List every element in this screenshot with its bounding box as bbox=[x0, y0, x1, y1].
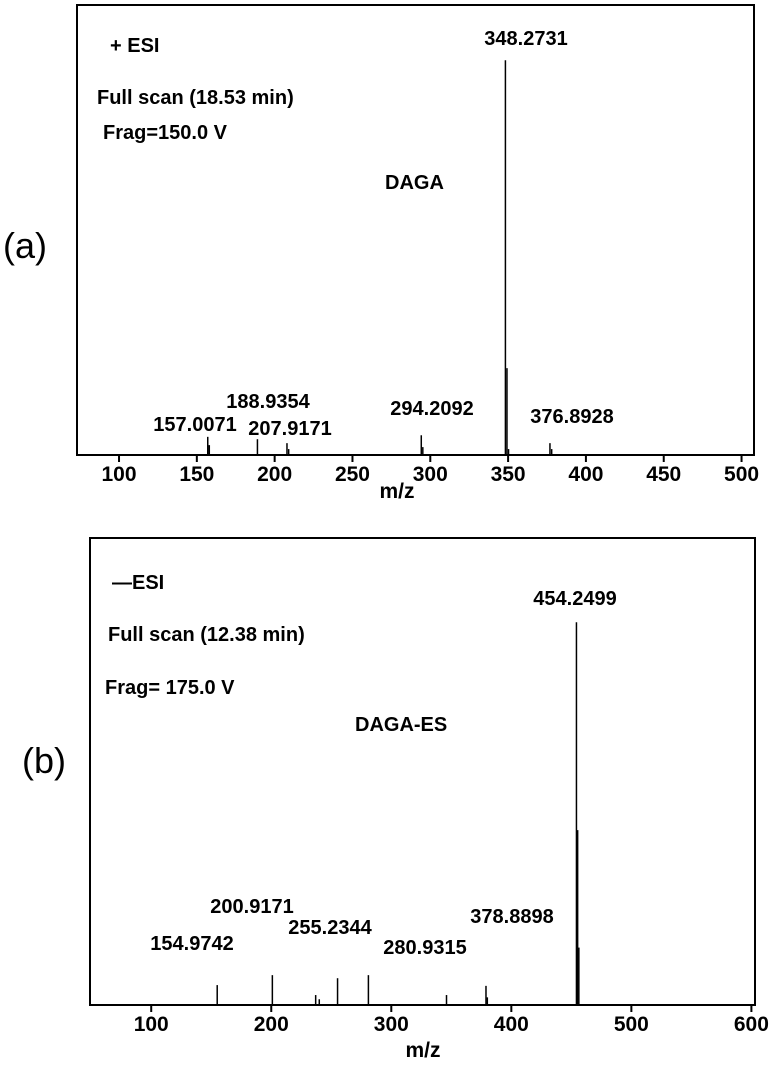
annotation: —ESI bbox=[112, 572, 164, 594]
peak-label: 348.2731 bbox=[484, 28, 567, 50]
x-tick-label: 150 bbox=[179, 463, 214, 486]
x-tick-label: 200 bbox=[257, 463, 292, 486]
x-tick-label: 500 bbox=[724, 463, 759, 486]
plot-frame bbox=[89, 537, 756, 1006]
x-tick-label: 400 bbox=[568, 463, 603, 486]
peak-label: 280.9315 bbox=[383, 937, 466, 959]
annotation: DAGA-ES bbox=[355, 714, 447, 736]
x-tick-label: 200 bbox=[254, 1013, 289, 1036]
peak-label: 188.9354 bbox=[226, 391, 310, 413]
peak-label: 294.2092 bbox=[390, 398, 473, 420]
peak-label: 378.8898 bbox=[470, 906, 553, 928]
peak-label: 200.9171 bbox=[210, 896, 293, 918]
annotation: + ESI bbox=[110, 35, 159, 57]
x-tick-label: 600 bbox=[734, 1013, 769, 1036]
x-tick-label: 500 bbox=[614, 1013, 649, 1036]
annotation: Full scan (18.53 min) bbox=[97, 87, 294, 109]
x-tick-label: 100 bbox=[101, 463, 136, 486]
peak-label: 376.8928 bbox=[530, 406, 613, 428]
peak-label: 454.2499 bbox=[533, 588, 616, 610]
annotation: Frag=150.0 V bbox=[103, 122, 228, 144]
x-tick-label: 300 bbox=[374, 1013, 409, 1036]
peak-label: 154.9742 bbox=[150, 933, 233, 955]
x-axis-label: m/z bbox=[405, 1039, 440, 1062]
x-tick-label: 450 bbox=[646, 463, 681, 486]
x-tick-label: 250 bbox=[335, 463, 370, 486]
x-tick-label: 350 bbox=[491, 463, 526, 486]
x-tick-label: 100 bbox=[134, 1013, 169, 1036]
panel-label: (b) bbox=[22, 740, 66, 781]
peak-label: 255.2344 bbox=[288, 917, 372, 939]
plot-frame bbox=[76, 4, 755, 456]
x-tick-label: 300 bbox=[413, 463, 448, 486]
peak-label: 157.0071 bbox=[153, 414, 236, 436]
x-tick-label: 400 bbox=[494, 1013, 529, 1036]
annotation: Full scan (12.38 min) bbox=[108, 624, 305, 646]
annotation: DAGA bbox=[385, 172, 444, 194]
annotation: Frag= 175.0 V bbox=[105, 677, 235, 699]
x-axis-label: m/z bbox=[379, 480, 414, 503]
peak-label: 207.9171 bbox=[248, 418, 331, 440]
panel-label: (a) bbox=[3, 225, 47, 266]
